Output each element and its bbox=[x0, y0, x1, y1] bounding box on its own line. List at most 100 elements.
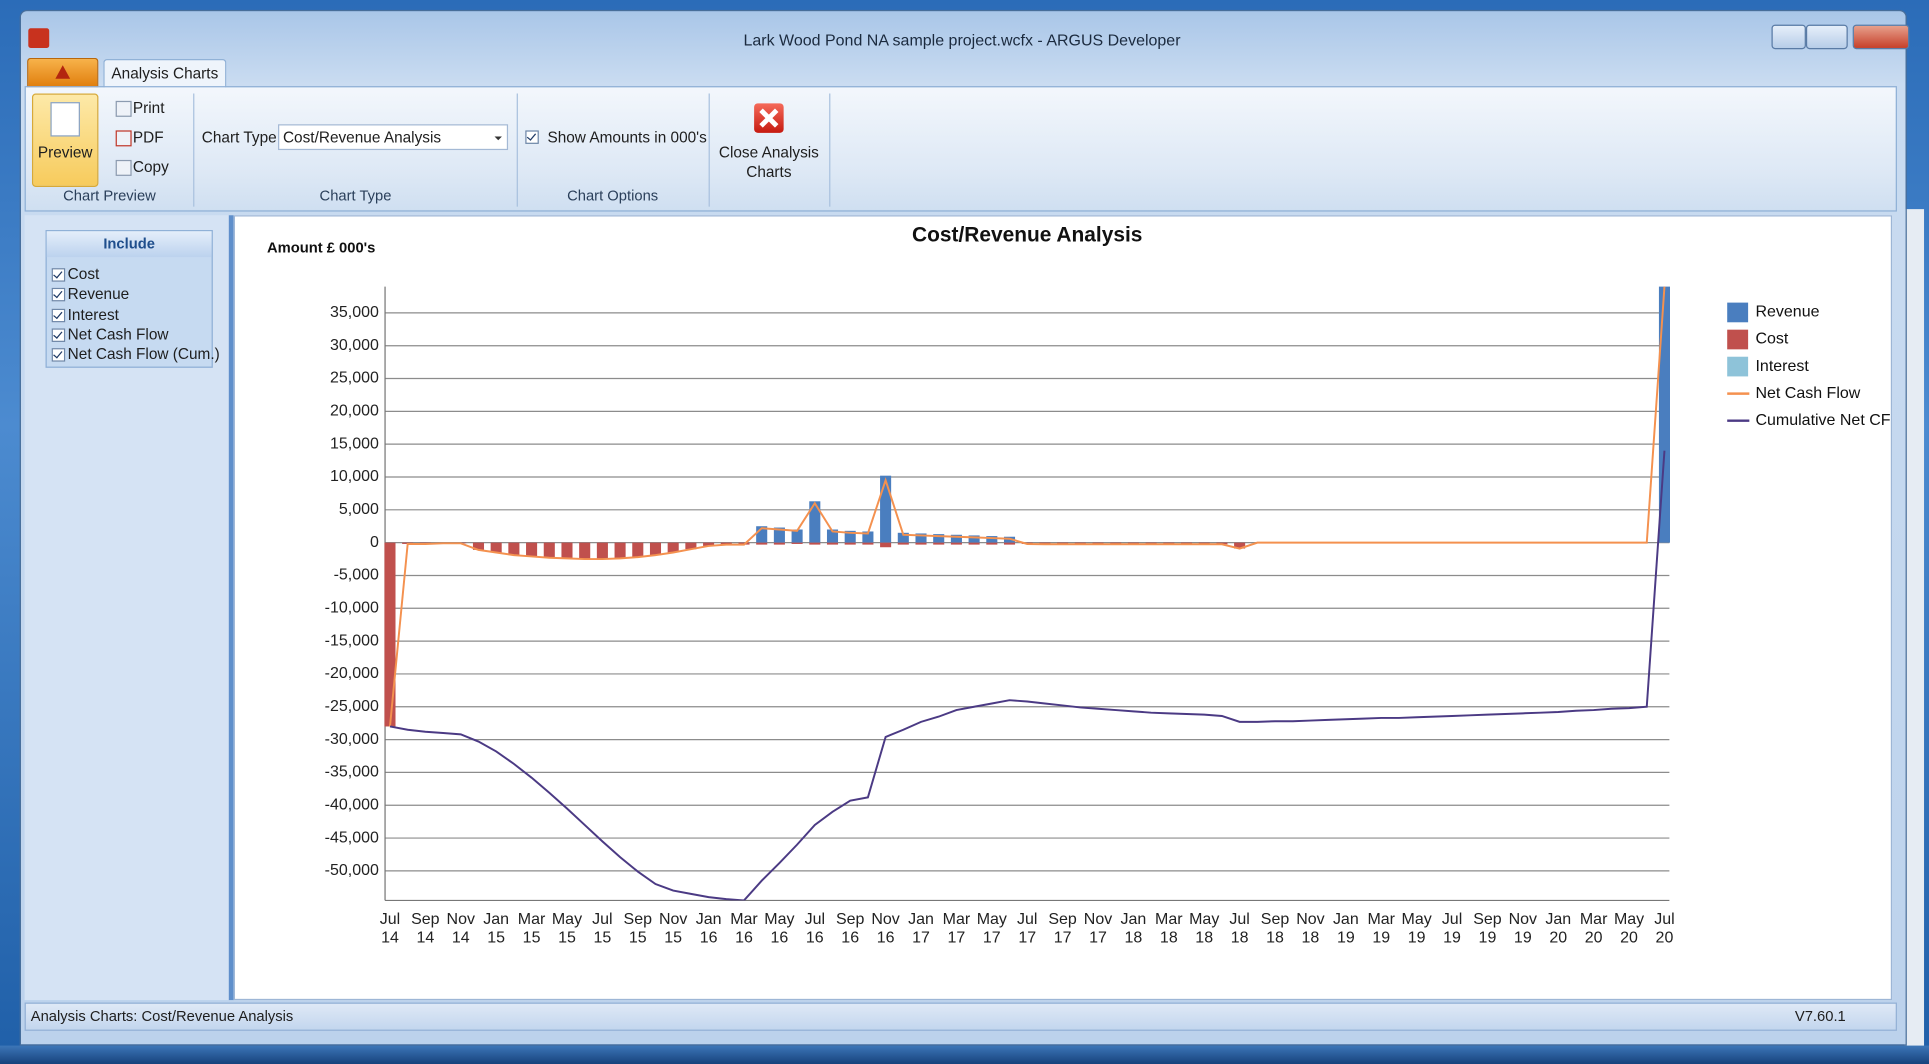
bar bbox=[809, 542, 821, 545]
maximize-button[interactable] bbox=[1805, 24, 1848, 50]
chart-type-combo[interactable]: Cost/Revenue Analysis bbox=[278, 124, 509, 151]
bar bbox=[490, 542, 502, 553]
x-tick-label: Mar 15 bbox=[517, 909, 546, 946]
bar bbox=[472, 542, 485, 550]
legend-swatch bbox=[1727, 302, 1749, 323]
bar bbox=[632, 542, 644, 558]
y-tick-label: 25,000 bbox=[330, 370, 379, 387]
x-tick-label: Jul 15 bbox=[592, 909, 613, 946]
minimize-button[interactable] bbox=[1771, 24, 1806, 50]
bar bbox=[826, 542, 839, 545]
ribbon-tab[interactable]: Analysis Charts bbox=[103, 59, 227, 89]
x-tick-label: May 19 bbox=[1401, 909, 1432, 946]
bar bbox=[862, 531, 874, 543]
bar bbox=[791, 542, 803, 544]
include-checkbox[interactable] bbox=[51, 268, 66, 282]
include-checkbox[interactable] bbox=[51, 288, 66, 302]
group-label: Chart Options bbox=[567, 186, 659, 205]
application-menu[interactable] bbox=[27, 57, 99, 88]
x-tick-label: Nov 17 bbox=[1083, 909, 1113, 946]
bar bbox=[915, 542, 927, 545]
bar bbox=[703, 542, 715, 546]
show-amounts-label: Show Amounts in 000's bbox=[547, 129, 707, 147]
bar bbox=[667, 542, 679, 553]
y-tick-label: -5,000 bbox=[334, 567, 379, 584]
include-checkbox[interactable] bbox=[51, 348, 66, 362]
x-tick-label: Jul 14 bbox=[379, 909, 401, 946]
copy-button[interactable]: Copy bbox=[132, 158, 169, 176]
bar bbox=[526, 542, 538, 557]
bar bbox=[950, 542, 962, 545]
bar bbox=[968, 535, 980, 543]
bar bbox=[844, 542, 856, 545]
x-tick-label: Jul 16 bbox=[804, 909, 826, 946]
bar bbox=[826, 529, 839, 543]
pdf-button[interactable]: PDF bbox=[132, 129, 164, 147]
bar bbox=[384, 542, 396, 727]
bar bbox=[844, 530, 856, 543]
preview-label: Preview bbox=[37, 143, 93, 162]
close-button[interactable] bbox=[1852, 24, 1910, 50]
y-tick-label: 35,000 bbox=[330, 304, 379, 321]
line bbox=[388, 286, 1666, 727]
bar bbox=[773, 542, 785, 545]
separator bbox=[516, 93, 518, 207]
x-tick-label: Jan 18 bbox=[1120, 909, 1147, 946]
x-tick-label: Nov 15 bbox=[658, 909, 688, 946]
chart-type-label: Chart Type bbox=[201, 129, 277, 147]
include-checkbox[interactable] bbox=[51, 328, 66, 342]
x-tick-label: May 15 bbox=[551, 909, 583, 946]
bar bbox=[756, 542, 768, 545]
y-tick-label: -45,000 bbox=[325, 829, 379, 846]
bar bbox=[579, 542, 591, 560]
bar bbox=[791, 529, 803, 543]
y-axis-label: Amount £ 000's bbox=[267, 240, 375, 256]
include-title[interactable]: Include bbox=[46, 231, 212, 258]
preview-button[interactable]: Preview bbox=[31, 93, 99, 187]
bar bbox=[933, 542, 945, 545]
show-amounts-checkbox[interactable] bbox=[525, 130, 539, 144]
taskbar bbox=[0, 1045, 1929, 1064]
chart: Cost/Revenue Analysis Amount £ 000's -50… bbox=[267, 224, 1891, 902]
y-tick-label: 30,000 bbox=[330, 337, 379, 354]
y-tick-label: -35,000 bbox=[325, 764, 379, 781]
separator bbox=[193, 93, 195, 207]
bar bbox=[1658, 286, 1670, 543]
x-tick-label: Jan 15 bbox=[483, 909, 510, 946]
close-charts-icon[interactable] bbox=[754, 103, 784, 133]
y-tick-label: -50,000 bbox=[325, 862, 379, 879]
include-item: Net Cash Flow bbox=[67, 325, 169, 344]
x-tick-label: Sep 14 bbox=[411, 909, 440, 946]
bar bbox=[809, 501, 821, 543]
separator bbox=[829, 93, 831, 207]
group-label: Chart Type bbox=[319, 186, 392, 205]
splitter[interactable] bbox=[228, 215, 234, 1001]
include-item: Net Cash Flow (Cum.) bbox=[67, 345, 220, 364]
line bbox=[389, 450, 1666, 901]
app-icon bbox=[28, 28, 50, 48]
bar bbox=[950, 534, 962, 543]
y-tick-label: -15,000 bbox=[325, 632, 379, 649]
y-tick-label: -10,000 bbox=[325, 600, 379, 617]
x-tick-label: May 18 bbox=[1189, 909, 1220, 946]
y-tick-label: 20,000 bbox=[330, 403, 379, 420]
include-checkbox[interactable] bbox=[51, 308, 66, 322]
y-tick-label: 0 bbox=[370, 534, 379, 551]
x-tick-label: Jul 17 bbox=[1016, 909, 1038, 946]
x-tick-label: Mar 16 bbox=[730, 909, 758, 946]
close-charts-button[interactable]: Close Analysis Charts bbox=[718, 143, 819, 181]
x-tick-label: Mar 19 bbox=[1367, 909, 1395, 946]
pdf-icon bbox=[115, 130, 132, 147]
legend-label: Revenue bbox=[1755, 304, 1819, 321]
print-button[interactable]: Print bbox=[132, 99, 165, 117]
y-tick-label: -40,000 bbox=[325, 796, 379, 813]
group-label: Chart Preview bbox=[63, 186, 156, 205]
bar bbox=[897, 532, 909, 543]
legend-swatch bbox=[1727, 356, 1749, 377]
chart-panel: Cost/Revenue Analysis Amount £ 000's -50… bbox=[233, 215, 1893, 1001]
version: V7.60.1 bbox=[1794, 1007, 1846, 1025]
legend-label: Interest bbox=[1755, 358, 1809, 375]
y-tick-label: 10,000 bbox=[330, 468, 379, 485]
